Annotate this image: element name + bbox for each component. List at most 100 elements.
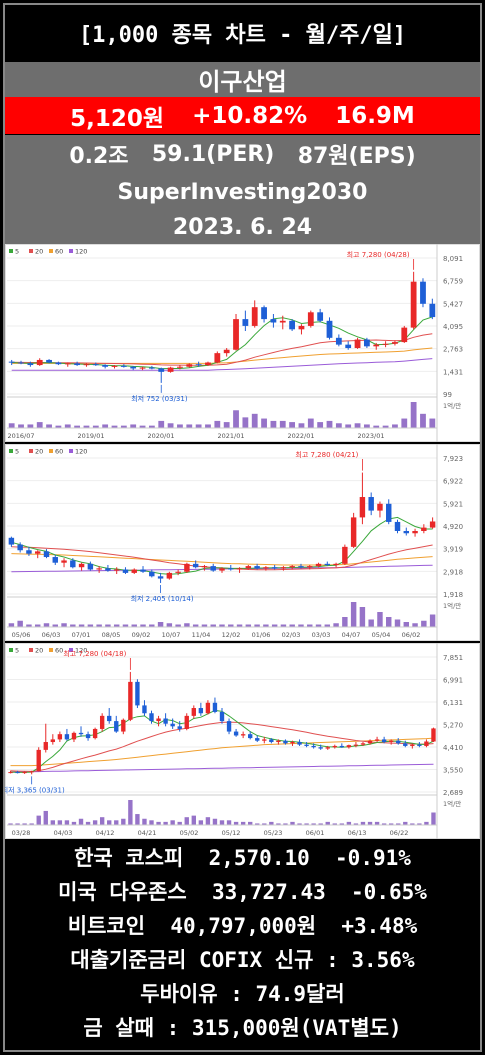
gold-line: 금 살때 : 315,000원(VAT별도) <box>83 1016 402 1040</box>
volume-bar <box>354 423 361 428</box>
x-tick-label: 05/23 <box>264 829 283 837</box>
candle-body <box>205 702 211 714</box>
volume-bar <box>359 607 366 627</box>
volume-bar <box>205 424 211 428</box>
volume-bar <box>18 424 24 428</box>
bitcoin-line: 비트코인 40,797,000원 +3.48% <box>67 914 418 938</box>
candle-body <box>167 367 174 372</box>
candle-body <box>142 705 147 714</box>
candle-body <box>262 739 267 741</box>
volume-bar <box>148 425 155 428</box>
volume-bar <box>236 624 243 627</box>
volume-bar <box>298 423 305 428</box>
candle-body <box>354 339 361 349</box>
volume-bar <box>26 624 32 627</box>
volume-bar <box>22 823 27 825</box>
x-tick-label: 05/04 <box>372 631 391 639</box>
volume-bar <box>403 622 410 627</box>
volume-bar <box>64 820 70 825</box>
candle-body <box>350 517 357 547</box>
x-tick-label: 04/12 <box>96 829 115 837</box>
candle-body <box>8 537 15 545</box>
candle-body <box>226 721 232 732</box>
candle-body <box>255 738 260 741</box>
candle-body <box>339 745 345 748</box>
volume-bar <box>251 413 258 428</box>
y-tick-label: 3,919 <box>443 546 463 554</box>
x-tick-label: 2023/01 <box>357 432 384 440</box>
candle-body <box>412 530 418 534</box>
candle-body <box>120 365 127 367</box>
low-annotation: 최저 2,405 (10/14) <box>131 594 194 603</box>
volume-bar <box>195 424 202 428</box>
volume-bar <box>201 624 208 627</box>
x-tick-label: 2020/01 <box>147 432 174 440</box>
candle-body <box>105 568 111 571</box>
volume-bar <box>386 617 392 627</box>
candle-body <box>46 359 52 363</box>
y-tick-label: 1,431 <box>443 368 463 376</box>
candle-body <box>248 734 253 739</box>
x-tick-label: 06/01 <box>306 829 325 837</box>
volume-bar <box>261 418 267 428</box>
candle-body <box>92 364 99 366</box>
candle-body <box>279 320 286 323</box>
volume-bar <box>177 424 183 428</box>
legend-swatch <box>49 648 53 652</box>
volume-bar <box>198 820 204 825</box>
volume-bar <box>85 821 91 825</box>
candle-body <box>304 744 309 746</box>
volume-bar <box>242 417 249 428</box>
candle-body <box>219 568 225 571</box>
candle-body <box>57 734 63 740</box>
volume-bar <box>298 624 304 627</box>
candle-body <box>242 319 249 326</box>
candle-body <box>64 363 71 365</box>
candle-body <box>307 566 313 568</box>
y-tick-label: 4,095 <box>443 323 463 331</box>
ma-line-ma60 <box>11 553 433 566</box>
volume-unit-label: 1억/만 <box>443 601 461 610</box>
volume-bar <box>382 425 389 428</box>
candle-body <box>149 713 154 722</box>
candle-body <box>261 307 267 320</box>
x-tick-label: 10/07 <box>162 631 181 639</box>
candle-body <box>92 728 98 739</box>
volume-bar <box>392 424 398 428</box>
candle-body <box>8 772 13 774</box>
volume-bar <box>290 821 295 825</box>
y-tick-label: 2,918 <box>443 568 463 576</box>
legend-swatch <box>49 449 53 453</box>
legend-label: 120 <box>75 448 87 456</box>
candle-body <box>184 563 190 572</box>
volume-bar <box>163 821 168 825</box>
x-tick-label: 03/03 <box>312 631 331 639</box>
candle-body <box>359 497 366 518</box>
candle-body <box>83 364 90 366</box>
candle-body <box>85 734 91 739</box>
volume-bar <box>142 818 147 825</box>
candle-body <box>128 681 133 720</box>
legend-label: 60 <box>55 647 63 655</box>
candle-body <box>78 732 84 735</box>
volume-bar <box>324 624 331 627</box>
volume-bar <box>367 821 373 825</box>
candle-body <box>15 772 20 774</box>
volume-bar <box>92 425 99 428</box>
kospi-line: 한국 코스피 2,570.10 -0.91% <box>74 846 411 870</box>
volume-bar <box>410 402 417 428</box>
volume-bar <box>248 821 253 825</box>
candle-body <box>17 544 23 551</box>
candle-body <box>374 739 380 741</box>
volume-bar <box>283 823 288 825</box>
x-tick-label: 04/07 <box>342 631 361 639</box>
candle-body <box>240 734 246 736</box>
y-tick-label: 8,091 <box>443 255 463 263</box>
legend-swatch <box>49 249 53 253</box>
candle-body <box>401 327 408 343</box>
candle-body <box>311 745 316 748</box>
candle-body <box>353 744 359 746</box>
candle-body <box>345 344 352 349</box>
candle-body <box>29 771 34 773</box>
y-tick-label: 4,410 <box>443 744 463 752</box>
